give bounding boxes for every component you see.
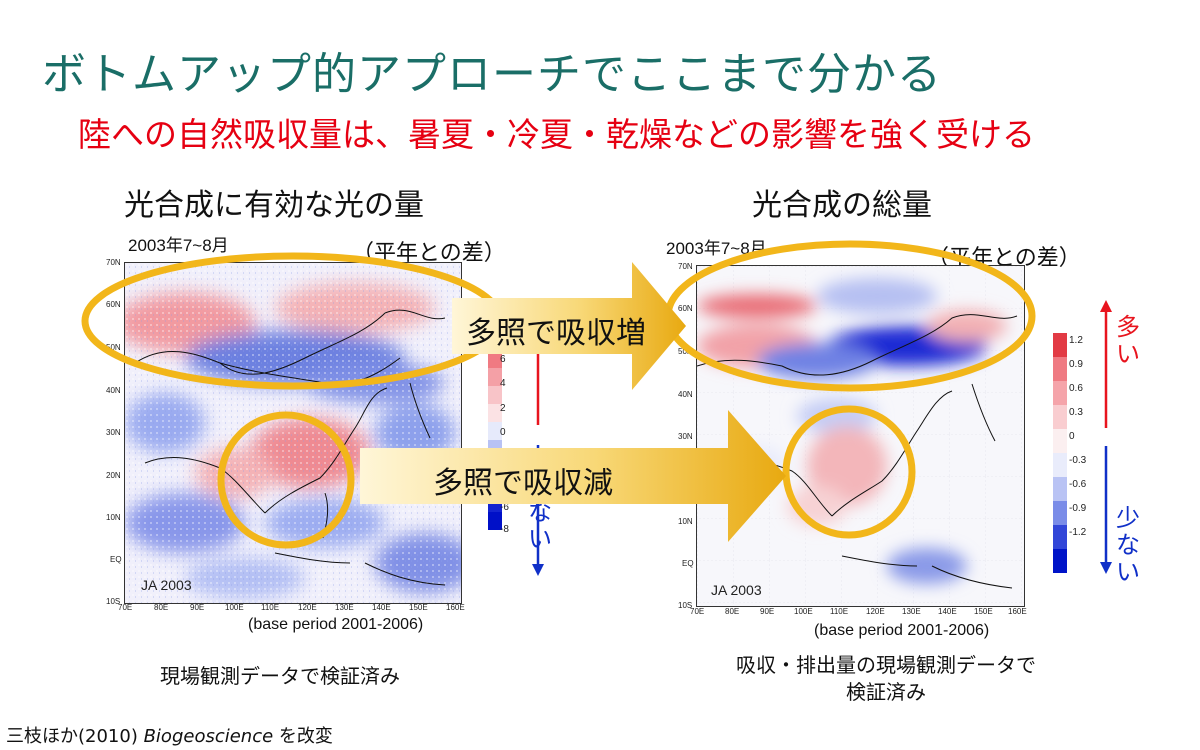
right-colorbar-tick: 0.3 [1069,407,1083,418]
right-verification-line: 吸収・排出量の現場観測データで [736,653,1036,677]
citation-authors: 三枝ほか(2010) [6,726,144,747]
right-lat-label: 30N [678,432,693,441]
right-lon-label: 130E [902,607,921,616]
right-colorbar-tick: 0 [1069,431,1075,442]
left-lon-label: 110E [261,603,280,612]
right-colorbar-tick: 0.6 [1069,383,1083,394]
upper-arrow-label: 多照で吸収増 [466,316,646,351]
right-lon-label: 140E [938,607,957,616]
left-lon-label: 140E [372,603,391,612]
lower-arrow-label: 多照で吸収減 [433,466,613,501]
citation-note: を改変 [273,726,333,747]
left-lat-label: 60N [106,300,121,309]
right-lat-label: 10N [678,517,693,526]
right-word-many: 多 い [1116,313,1140,368]
left-lat-label: 20N [106,471,121,480]
left-colorbar-tick: -8 [500,524,509,535]
left-lower-ring [217,411,355,549]
left-lon-label: 160E [446,603,465,612]
right-lon-label: 150E [974,607,993,616]
left-lat-label: 10N [106,513,121,522]
right-colorbar-tick: -0.9 [1069,503,1087,514]
left-map-stamp: JA 2003 [141,577,192,593]
left-colorbar-tick: -6 [500,502,509,513]
left-lat-label: EQ [110,555,122,564]
right-word-few: 少 な い [1116,504,1140,586]
right-colorbar-tick: -0.6 [1069,479,1087,490]
right-upper-ring [664,240,1036,392]
right-lat-label: 70N [678,262,693,271]
slide-title: ボトムアップ的アプローチでここまで分かる [42,49,942,100]
left-lon-label: 100E [225,603,244,612]
left-lon-label: 130E [335,603,354,612]
left-lon-label: 90E [190,603,205,612]
right-lat-label: EQ [682,559,694,568]
left-lon-label: 70E [118,603,133,612]
left-lon-label: 120E [298,603,317,612]
left-colorbar-tick: 0 [500,427,506,438]
left-lat-label: 30N [106,428,121,437]
right-colorbar-tick: -1.2 [1069,527,1087,538]
slide-subtitle: 陸への自然吸収量は、暑夏・冷夏・乾燥などの影響を強く受ける [78,115,1035,154]
right-lon-label: 160E [1008,607,1027,616]
right-map-stamp: JA 2003 [711,582,762,598]
right-colorbar-tick: 0.9 [1069,359,1083,370]
right-verification-line: 検証済み [846,680,926,704]
left-base-period: (base period 2001-2006) [248,616,424,633]
right-colorbar [1053,333,1067,573]
left-colorbar-tick: 6 [500,354,506,365]
right-lat-label: 50N [678,347,693,356]
right-lower-ring [782,405,916,539]
left-lon-label: 80E [154,603,169,612]
left-panel-heading: 光合成に有効な光の量 [124,188,424,223]
right-period-label: 2003年7~8月 [666,239,767,258]
right-base-period: (base period 2001-2006) [814,622,990,639]
left-lat-label: 10S [106,597,121,606]
left-verification-note: 現場観測データで検証済み [160,664,400,688]
right-scale-arrows [1100,300,1112,574]
left-period-label: 2003年7~8月 [128,236,229,255]
right-verification-note: 吸収・排出量の現場観測データで 検証済み [700,652,1072,706]
right-lon-label: 90E [760,607,775,616]
right-colorbar-tick: 1.2 [1069,335,1083,346]
right-lon-label: 100E [794,607,813,616]
left-lon-label: 150E [409,603,428,612]
right-lat-label: 60N [678,304,693,313]
upper-arrow-shape [452,262,686,390]
right-lat-label: 10S [678,601,693,610]
right-lon-label: 110E [830,607,849,616]
left-lat-label: 40N [106,386,121,395]
right-lon-label: 80E [725,607,740,616]
left-upper-ring [81,252,505,390]
right-lat-label: 40N [678,390,693,399]
right-colorbar-tick: -0.3 [1069,455,1087,466]
right-lon-label: 70E [690,607,705,616]
citation: 三枝ほか(2010) Biogeoscience を改変 [6,722,333,748]
left-colorbar-tick: 2 [500,403,506,414]
right-lon-label: 120E [866,607,885,616]
left-lat-label: 50N [106,343,121,352]
left-lat-label: 70N [106,258,121,267]
right-panel-heading: 光合成の総量 [752,188,932,223]
lower-arrow-shape [360,410,786,542]
citation-journal: Biogeoscience [143,726,274,747]
left-colorbar-tick: 4 [500,378,506,389]
